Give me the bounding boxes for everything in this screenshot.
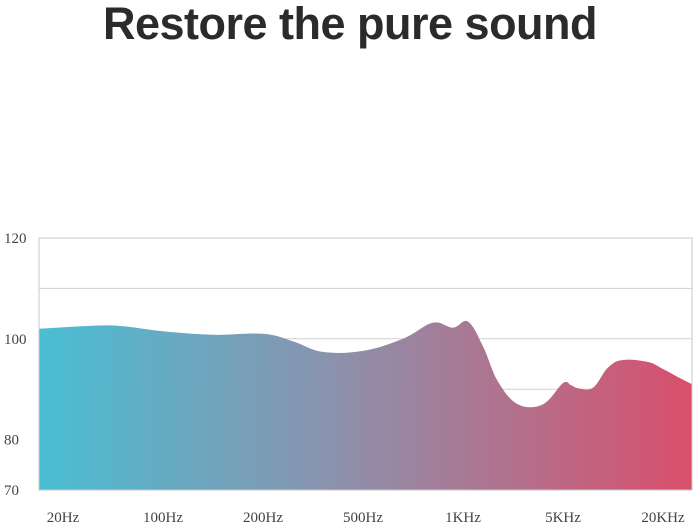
x-tick-label: 1KHz — [445, 510, 481, 526]
y-tick-label: 80 — [4, 433, 19, 449]
x-tick-label: 100Hz — [143, 510, 183, 526]
y-axis: 120 100 80 70 — [4, 231, 27, 499]
plot-frame — [38, 237, 693, 491]
y-tick-label: 70 — [4, 483, 19, 499]
y-tick-label: 100 — [4, 332, 27, 348]
response-area — [39, 320, 692, 490]
x-tick-label: 500Hz — [343, 510, 383, 526]
x-tick-label: 20Hz — [47, 510, 80, 526]
page-title: Restore the pure sound — [102, 0, 598, 49]
x-tick-label: 20KHz — [641, 510, 685, 526]
x-tick-label: 200Hz — [243, 510, 283, 526]
x-axis: 20Hz 100Hz 200Hz 500Hz 1KHz 5KHz 20KHz — [47, 510, 685, 526]
y-tick-label: 120 — [4, 231, 27, 247]
x-tick-label: 5KHz — [545, 510, 581, 526]
